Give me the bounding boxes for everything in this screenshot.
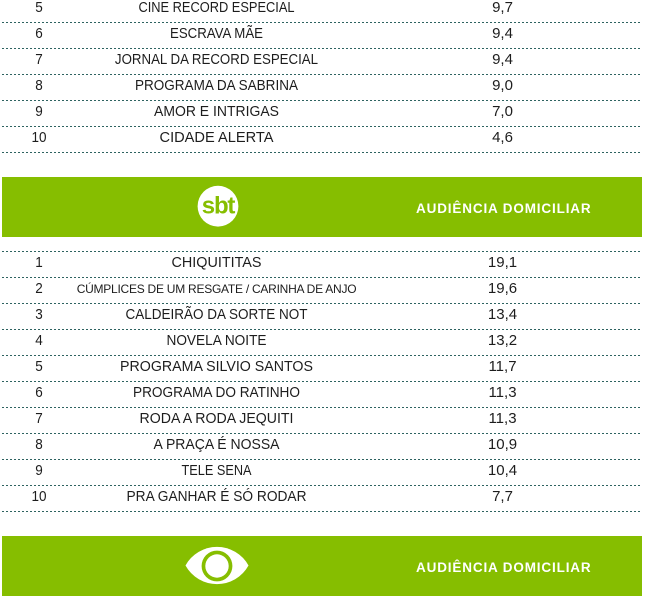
svg-text:sbt: sbt	[202, 193, 236, 220]
